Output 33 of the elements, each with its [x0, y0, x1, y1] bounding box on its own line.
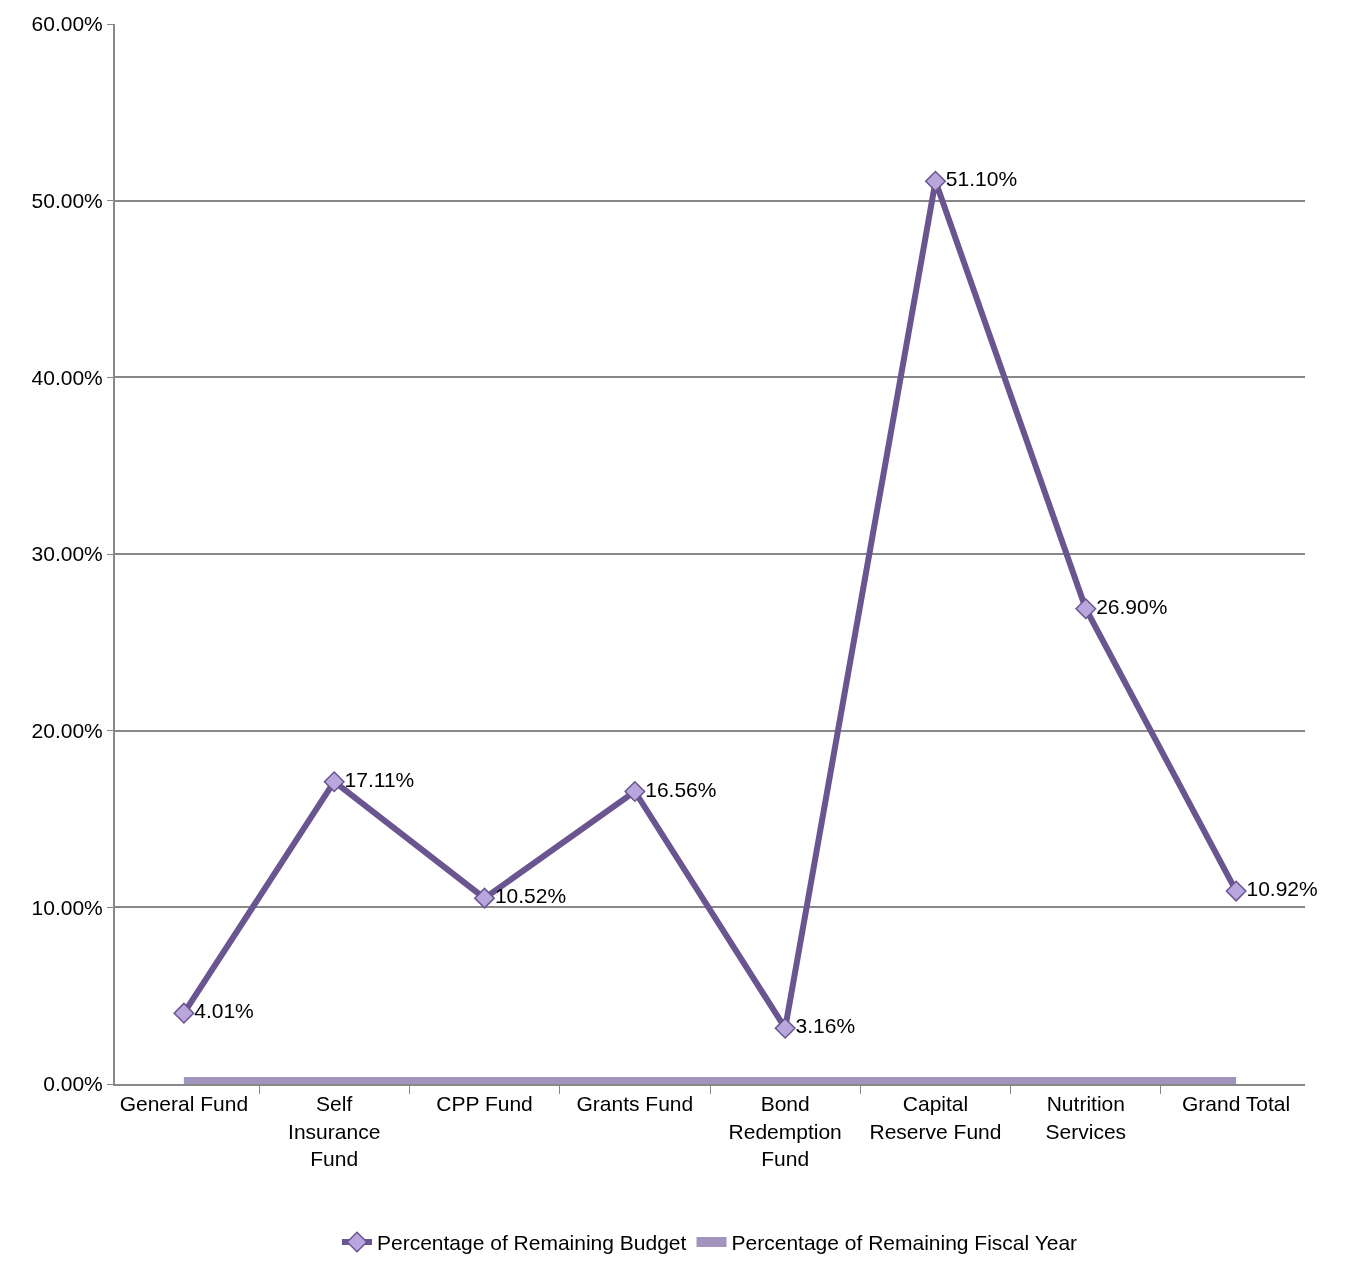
- x-tick-label: CPP Fund: [436, 1092, 533, 1116]
- x-tick-label: Grants Fund: [576, 1092, 694, 1116]
- data-label: 4.01%: [194, 999, 254, 1023]
- y-tick-label: 10.00%: [31, 895, 103, 919]
- x-tick-label: General Fund: [119, 1092, 249, 1116]
- point: [924, 170, 946, 192]
- x-tick-label: Grand Total: [1182, 1092, 1291, 1116]
- y-tick-label: 0.00%: [43, 1072, 103, 1096]
- legend-label: Percentage of Remaining Budget: [377, 1231, 687, 1255]
- y-tick-label: 50.00%: [31, 189, 103, 213]
- point: [173, 1002, 195, 1024]
- data-label: 3.16%: [795, 1014, 856, 1038]
- point: [474, 887, 496, 909]
- point: [624, 780, 646, 802]
- data-label: 10.52%: [494, 884, 567, 908]
- x-tick-label: Self Insurance Fund: [288, 1092, 381, 1170]
- y-tick-label: 20.00%: [31, 719, 103, 743]
- data-label: 17.11%: [344, 767, 415, 791]
- x-tick-label: Capital Reserve Fund: [869, 1092, 1002, 1143]
- data-label: 10.92%: [1246, 877, 1318, 901]
- point: [323, 771, 345, 793]
- x-tick-label: Nutrition Services: [1045, 1092, 1127, 1143]
- y-tick-label: 60.00%: [31, 12, 103, 36]
- legend-label: Percentage of Remaining Fiscal Year: [731, 1231, 1078, 1255]
- point: [774, 1017, 796, 1039]
- point: [1225, 880, 1247, 902]
- data-label: 16.56%: [645, 777, 717, 801]
- data-label: 51.10%: [945, 167, 1018, 191]
- data-label: 26.90%: [1096, 595, 1168, 619]
- point: [1075, 598, 1097, 620]
- x-tick-label: Bond Redemption Fund: [728, 1092, 842, 1170]
- y-tick-label: 40.00%: [31, 365, 103, 389]
- y-tick-label: 30.00%: [31, 542, 103, 566]
